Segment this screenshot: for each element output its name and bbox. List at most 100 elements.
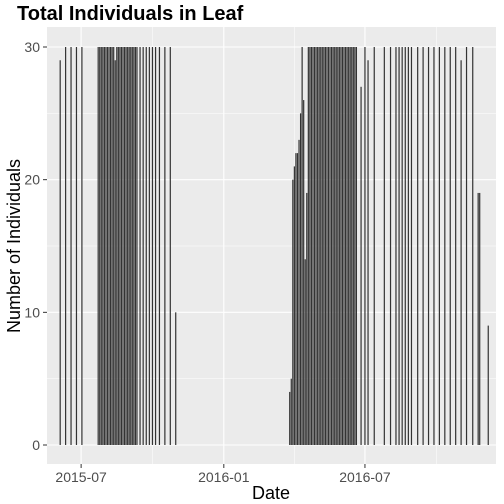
- bar: [455, 47, 457, 445]
- bar: [100, 47, 102, 445]
- bar: [433, 47, 435, 445]
- y-tick-label: 0: [32, 437, 40, 453]
- bar: [422, 47, 424, 445]
- bar: [324, 47, 326, 445]
- bar: [102, 47, 104, 445]
- bar: [337, 47, 339, 445]
- bar: [123, 47, 126, 445]
- bar: [295, 153, 297, 445]
- bar: [472, 47, 474, 445]
- x-tick-label: 2016-01: [198, 469, 250, 485]
- bar: [343, 47, 345, 445]
- bar: [120, 47, 123, 445]
- bar: [75, 47, 78, 445]
- bar: [97, 47, 99, 445]
- bar: [293, 166, 295, 445]
- bar: [318, 47, 320, 445]
- bar: [134, 47, 137, 445]
- y-tick-label: 10: [24, 304, 40, 320]
- bar: [151, 47, 154, 445]
- bar: [427, 47, 430, 445]
- bar: [321, 47, 323, 445]
- bar: [122, 47, 124, 445]
- bar: [407, 47, 409, 445]
- bar: [320, 47, 322, 445]
- bar: [364, 47, 366, 445]
- bar: [105, 47, 107, 445]
- x-axis-title: Date: [252, 483, 290, 503]
- y-axis-ticks: 0 10 20 30: [24, 39, 47, 453]
- bar: [125, 47, 127, 445]
- bar: [352, 47, 354, 445]
- bar: [164, 47, 166, 445]
- bar: [70, 47, 72, 445]
- x-axis-ticks: 2015-07 2016-01 2016-07: [55, 464, 391, 485]
- bar: [404, 47, 406, 445]
- bar: [296, 153, 299, 445]
- bar: [154, 47, 157, 445]
- bar: [133, 47, 135, 445]
- bar: [307, 47, 309, 445]
- bar: [326, 47, 328, 445]
- bar: [175, 312, 177, 445]
- bar: [335, 47, 337, 445]
- bar: [465, 47, 468, 445]
- bar: [444, 47, 446, 445]
- bar: [131, 47, 133, 445]
- bar: [169, 47, 171, 445]
- bar: [389, 47, 392, 445]
- bar: [109, 47, 112, 445]
- bar: [340, 47, 342, 445]
- bar: [327, 47, 330, 445]
- bar: [332, 47, 334, 445]
- chart-title: Total Individuals in Leaf: [17, 3, 244, 25]
- bar: [116, 47, 118, 445]
- bar: [290, 378, 292, 445]
- bar: [130, 47, 132, 445]
- bar: [111, 47, 113, 445]
- bar: [310, 47, 313, 445]
- bar: [299, 113, 302, 445]
- bar: [449, 47, 451, 445]
- bar: [367, 60, 369, 446]
- bar: [108, 47, 110, 445]
- bar: [142, 47, 144, 445]
- bar: [304, 259, 306, 445]
- bar: [317, 47, 319, 445]
- y-axis-title: Number of Individuals: [4, 159, 24, 333]
- bar: [355, 47, 358, 445]
- bar: [114, 60, 116, 446]
- bar: [289, 391, 291, 445]
- bar: [113, 47, 115, 445]
- bar: [139, 47, 141, 445]
- bar: [383, 47, 385, 445]
- bar: [303, 100, 305, 446]
- bar: [477, 192, 479, 445]
- bar: [309, 47, 311, 445]
- bar: [338, 47, 340, 445]
- bar: [298, 139, 300, 445]
- bar: [354, 47, 356, 445]
- bar: [292, 179, 294, 445]
- bar: [312, 47, 314, 445]
- bar: [136, 47, 138, 445]
- bar: [158, 47, 161, 445]
- bar: [410, 47, 413, 445]
- x-tick-label: 2016-07: [339, 469, 391, 485]
- bar: [128, 47, 130, 445]
- bar: [148, 47, 150, 445]
- bar: [487, 325, 489, 445]
- bar: [438, 47, 440, 445]
- bar: [127, 47, 129, 445]
- bar: [106, 47, 109, 445]
- bar: [65, 47, 67, 445]
- bar: [99, 47, 101, 445]
- bar: [301, 47, 303, 445]
- bar: [103, 47, 105, 445]
- bar: [59, 60, 61, 446]
- bar: [373, 47, 375, 445]
- bar: [351, 47, 353, 445]
- bar: [401, 47, 403, 445]
- x-tick-label: 2015-07: [55, 469, 107, 485]
